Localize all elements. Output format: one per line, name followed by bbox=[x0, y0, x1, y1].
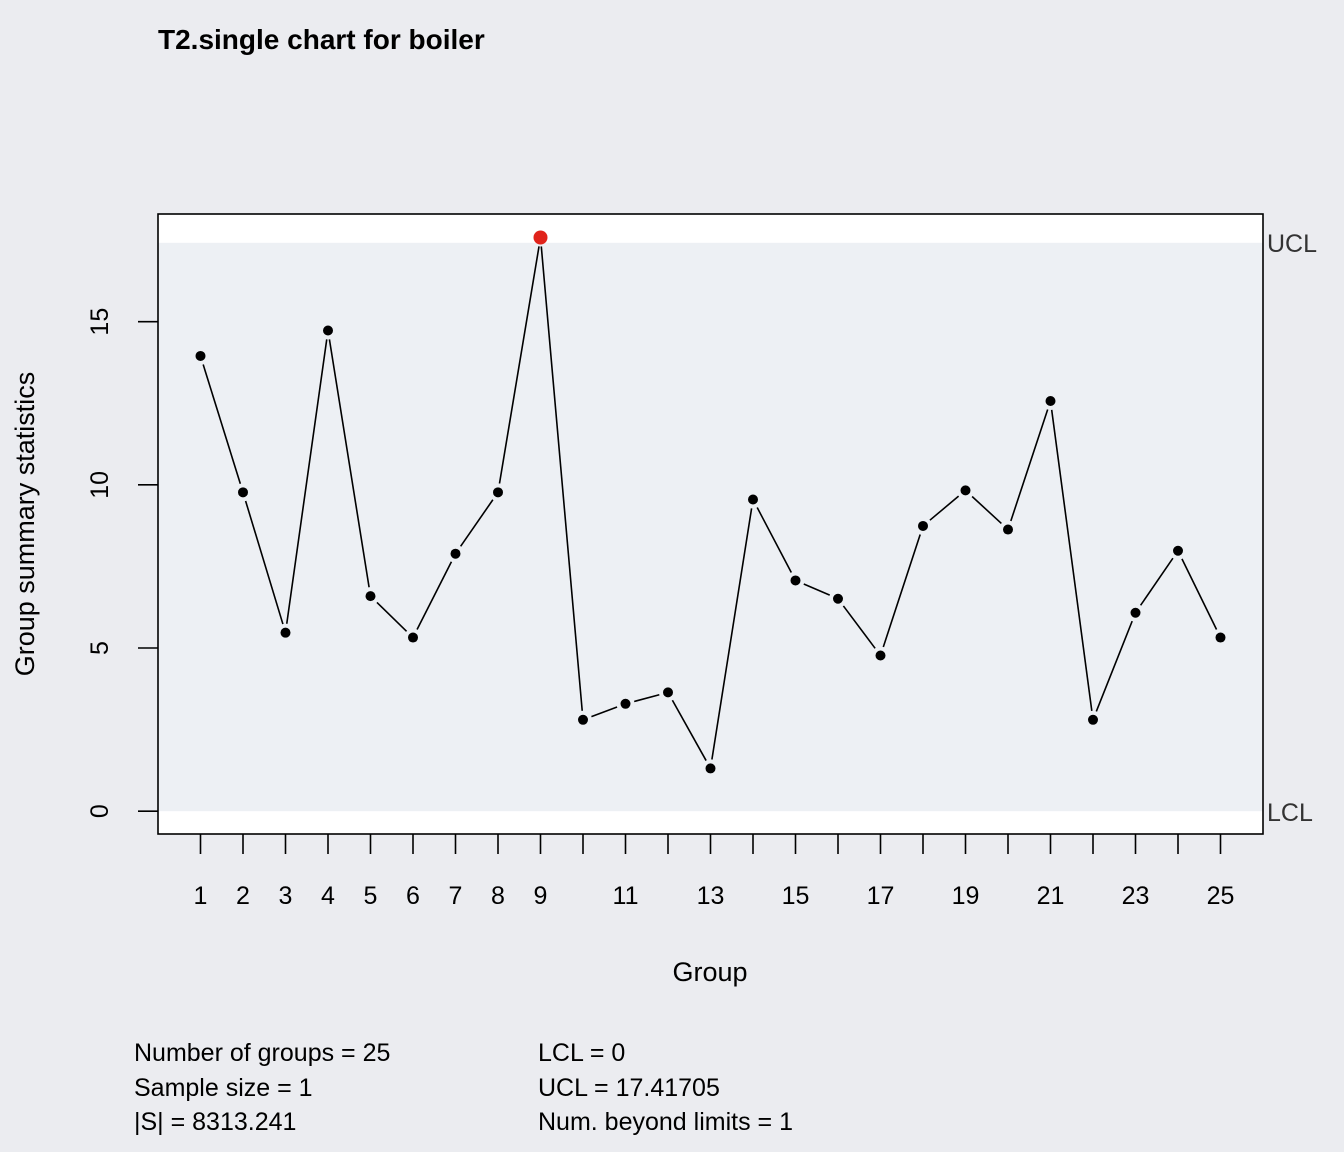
x-tick-label: 9 bbox=[534, 882, 548, 910]
series-line-segment bbox=[1181, 558, 1218, 630]
series-line-segment bbox=[803, 583, 831, 596]
series-line-segment bbox=[842, 605, 876, 649]
data-point bbox=[960, 485, 971, 496]
series-line-segment bbox=[202, 364, 242, 484]
data-point bbox=[450, 548, 461, 559]
in-control-band bbox=[158, 242, 1263, 812]
stats-sample-size: Sample size = 1 bbox=[134, 1074, 313, 1102]
x-tick-label: 8 bbox=[491, 882, 505, 910]
x-tick-label: 6 bbox=[406, 882, 420, 910]
series-line-segment bbox=[591, 706, 618, 718]
stats-right: LCL = 0 UCL = 17.41705 Num. beyond limit… bbox=[538, 1039, 793, 1136]
x-axis-label: Group bbox=[672, 957, 747, 987]
series-line-segment bbox=[540, 246, 584, 711]
data-point bbox=[280, 627, 291, 638]
series-line-segment bbox=[671, 699, 707, 761]
x-tick-label: 3 bbox=[279, 882, 293, 910]
y-axis-label: Group summary statistics bbox=[10, 372, 40, 677]
series-line-segment bbox=[711, 508, 753, 760]
data-point-beyond-limits bbox=[533, 230, 548, 245]
data-point bbox=[833, 593, 843, 604]
series-line-segment bbox=[498, 246, 540, 484]
data-point bbox=[578, 714, 588, 725]
series-line-segment bbox=[756, 507, 793, 573]
x-tick-label: 1 bbox=[194, 882, 208, 910]
stats-beyond-limits: Num. beyond limits = 1 bbox=[538, 1108, 793, 1136]
series-line-segment bbox=[328, 339, 370, 588]
series-line-segment bbox=[244, 500, 284, 625]
series-line-segment bbox=[633, 693, 660, 703]
x-tick-label: 5 bbox=[364, 882, 378, 910]
data-point bbox=[408, 632, 418, 643]
data-point bbox=[705, 763, 716, 774]
x-tick-label: 11 bbox=[613, 882, 639, 910]
stats-ucl: UCL = 17.41705 bbox=[538, 1074, 720, 1102]
data-point bbox=[238, 487, 248, 498]
stats-lcl: LCL = 0 bbox=[538, 1039, 625, 1067]
stats-number-of-groups: Number of groups = 25 bbox=[134, 1039, 390, 1067]
x-tick-label: 25 bbox=[1207, 882, 1235, 910]
lcl-label: LCL bbox=[1267, 799, 1313, 827]
data-point bbox=[1045, 395, 1056, 406]
series-line-segment bbox=[882, 534, 921, 648]
data-point bbox=[1088, 714, 1098, 725]
ucl-label: UCL bbox=[1267, 230, 1317, 258]
data-point bbox=[790, 575, 801, 586]
series-line-segment bbox=[971, 495, 1002, 525]
data-point bbox=[1215, 632, 1226, 643]
x-tick-label: 15 bbox=[782, 882, 810, 910]
stats-determinant: |S| = 8313.241 bbox=[134, 1108, 296, 1136]
series-line-segment bbox=[1010, 409, 1049, 522]
x-tick-label: 7 bbox=[449, 882, 463, 910]
data-point bbox=[918, 520, 928, 531]
data-point bbox=[1173, 545, 1183, 556]
data-point bbox=[620, 698, 631, 709]
data-point bbox=[493, 487, 503, 498]
stats-left: Number of groups = 25 Sample size = 1 |S… bbox=[134, 1039, 390, 1136]
chart-title: T2.single chart for boiler bbox=[158, 24, 485, 55]
x-tick-label: 23 bbox=[1122, 882, 1150, 910]
y-tick-label: 5 bbox=[86, 641, 114, 655]
x-tick-label: 2 bbox=[236, 882, 250, 910]
series-line-segment bbox=[1050, 409, 1093, 711]
data-point bbox=[748, 494, 758, 505]
data-point bbox=[875, 650, 886, 661]
data-point bbox=[323, 325, 333, 336]
series-line-segment bbox=[1139, 557, 1174, 606]
data-point bbox=[663, 687, 673, 698]
y-tick-label: 15 bbox=[86, 308, 114, 336]
data-point bbox=[1003, 524, 1013, 535]
x-tick-label: 13 bbox=[697, 882, 725, 910]
x-tick-label: 4 bbox=[321, 882, 335, 910]
x-tick-label: 19 bbox=[952, 882, 980, 910]
series-line-segment bbox=[376, 601, 408, 632]
x-tick-label: 17 bbox=[867, 882, 895, 910]
data-point bbox=[195, 350, 206, 361]
data-point bbox=[1130, 607, 1141, 618]
series-line-segment bbox=[459, 499, 494, 547]
series-line-segment bbox=[1095, 620, 1133, 712]
x-tick-label: 21 bbox=[1037, 882, 1065, 910]
series-line-segment bbox=[929, 495, 960, 521]
data-point bbox=[365, 591, 376, 602]
y-tick-label: 0 bbox=[86, 804, 114, 818]
series-line-segment bbox=[416, 561, 453, 630]
y-tick-label: 10 bbox=[86, 471, 114, 499]
series-line-segment bbox=[285, 339, 328, 624]
